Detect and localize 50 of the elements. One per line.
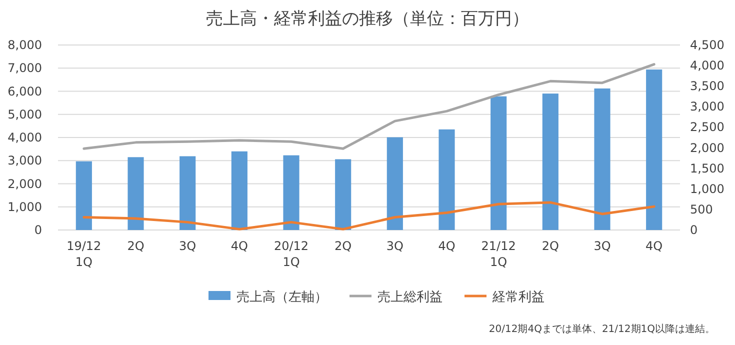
bar bbox=[490, 96, 507, 230]
bar bbox=[646, 70, 662, 230]
legend-label: 売上高（左軸） bbox=[236, 289, 328, 305]
y2-tick-label: 3,500 bbox=[690, 79, 724, 94]
y-tick-label: 8,000 bbox=[8, 38, 42, 52]
y-tick-label: 6,000 bbox=[8, 84, 42, 98]
x-tick-label: 19/12 1Q bbox=[66, 239, 102, 269]
line-series bbox=[82, 63, 656, 150]
legend-label: 売上総利益 bbox=[378, 290, 442, 305]
bar bbox=[594, 88, 610, 230]
y2-tick-label: 4,000 bbox=[690, 58, 724, 73]
y-tick-label: 0 bbox=[34, 223, 42, 237]
bar bbox=[76, 161, 92, 230]
y2-tick-label: 0 bbox=[690, 223, 698, 237]
y2-tick-label: 1,000 bbox=[690, 182, 724, 196]
x-tick-label: 20/12 1Q bbox=[274, 239, 309, 269]
legend-label: 経常利益 bbox=[492, 290, 544, 305]
y-tick-label: 1,000 bbox=[8, 200, 42, 214]
x-tick-label: 2Q bbox=[334, 239, 352, 253]
line-series bbox=[82, 201, 656, 230]
y2-tick-label: 1,500 bbox=[690, 161, 724, 176]
x-tick-label: 4Q bbox=[646, 239, 663, 253]
y-tick-label: 7,000 bbox=[8, 61, 42, 76]
bar bbox=[386, 137, 403, 230]
x-tick-label: 2Q bbox=[127, 239, 144, 253]
x-tick-label: 4Q bbox=[438, 239, 456, 253]
x-tick-label: 4Q bbox=[230, 239, 248, 253]
y2-tick-label: 4,500 bbox=[690, 38, 724, 52]
y-tick-label: 3,000 bbox=[8, 154, 42, 168]
x-tick-label: 3Q bbox=[179, 239, 196, 253]
bar bbox=[335, 159, 352, 230]
y2-tick-label: 2,000 bbox=[690, 140, 724, 155]
bar bbox=[542, 94, 558, 230]
x-tick-label: 21/12 1Q bbox=[481, 239, 516, 269]
y-tick-label: 2,000 bbox=[8, 176, 42, 191]
x-tick-label: 2Q bbox=[542, 239, 559, 253]
y2-tick-label: 500 bbox=[690, 202, 713, 216]
bar bbox=[128, 157, 144, 230]
x-tick-label: 3Q bbox=[594, 239, 611, 253]
x-tick-label: 3Q bbox=[386, 239, 404, 253]
y-tick-label: 4,000 bbox=[8, 130, 42, 144]
y2-tick-label: 3,000 bbox=[690, 100, 724, 114]
text: 20/12期4Qまでは単体、21/12期1Q以降は連結。 bbox=[488, 323, 715, 335]
bar bbox=[283, 155, 300, 230]
bar bbox=[438, 129, 455, 230]
bar bbox=[231, 151, 248, 230]
y2-tick-label: 2,500 bbox=[690, 120, 724, 134]
chart-title: 売上高・経常利益の推移（単位：百万円） bbox=[206, 9, 529, 29]
y-tick-label: 5,000 bbox=[8, 107, 42, 122]
bar bbox=[180, 156, 196, 230]
